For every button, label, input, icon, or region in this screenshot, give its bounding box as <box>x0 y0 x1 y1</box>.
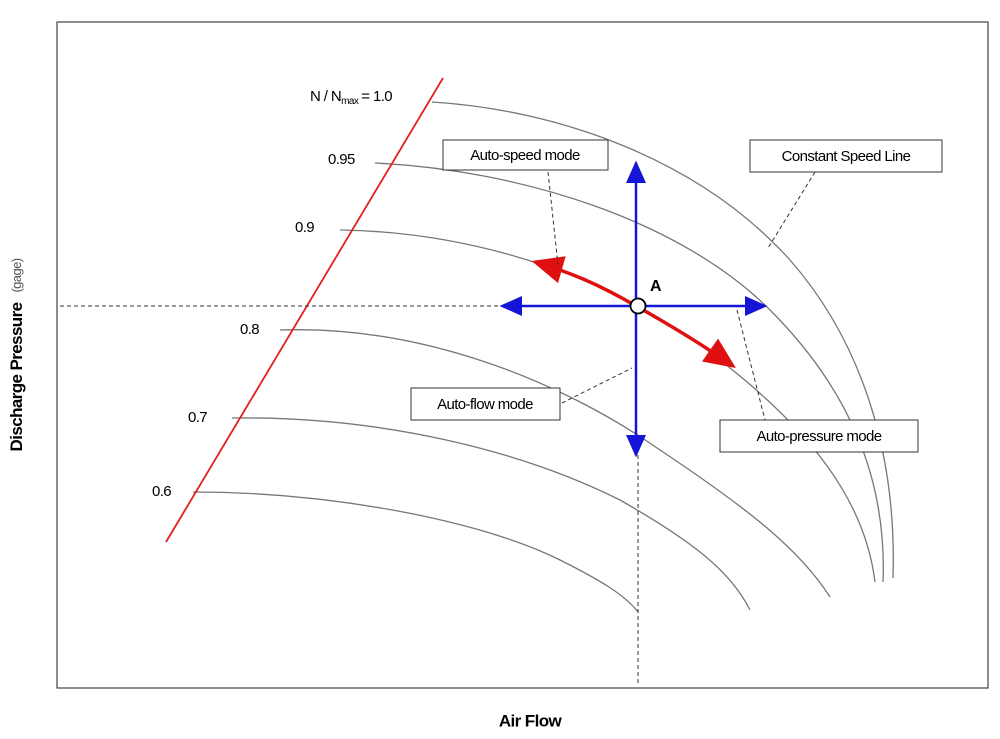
speed-label: 0.8 <box>240 321 259 338</box>
speed-label: 0.9 <box>295 219 314 236</box>
callout: Constant Speed Line <box>782 148 911 165</box>
callout: Auto-flow mode <box>437 396 533 413</box>
speed-label: 0.6 <box>152 483 171 500</box>
callout: Auto-speed mode <box>470 147 580 164</box>
operating-point <box>629 297 647 315</box>
speed-label: N / Nmax = 1.0 <box>310 88 392 107</box>
callout-box <box>719 419 919 453</box>
leader <box>547 171 559 266</box>
speed-label-prefix: N / N <box>310 88 341 105</box>
surge-line <box>165 77 444 543</box>
point-label: A <box>650 278 662 295</box>
y-axis-unit: (gage) <box>9 258 24 292</box>
speed-label: 0.7 <box>188 409 207 426</box>
leader <box>767 171 816 249</box>
arrow <box>635 304 736 369</box>
callout-box <box>442 139 609 171</box>
callout: Auto-pressure mode <box>756 428 881 445</box>
y-axis-title: Discharge Pressure <box>7 302 26 451</box>
arrow <box>531 256 637 308</box>
speed-curves <box>192 101 894 613</box>
plot-frame <box>56 21 989 689</box>
y-axis-label: Discharge Pressure (gage) <box>7 258 26 451</box>
speed-label: 0.95 <box>328 151 355 168</box>
leader <box>736 309 766 421</box>
speed-label-sub: max <box>341 96 359 107</box>
leader <box>561 367 633 404</box>
x-axis-label: Air Flow <box>499 711 563 730</box>
callout-box <box>410 387 561 421</box>
speed-label-suffix: = 1.0 <box>361 88 392 105</box>
callout-box <box>749 139 943 173</box>
